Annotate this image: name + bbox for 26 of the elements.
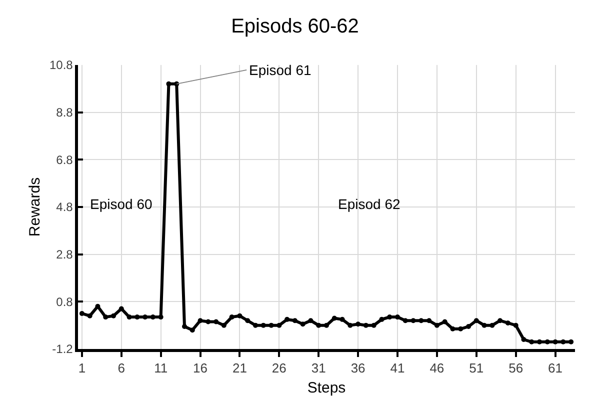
x-tick-label: 31 xyxy=(311,360,326,376)
x-tick-label: 1 xyxy=(78,360,86,376)
x-tick-label: 46 xyxy=(430,360,444,376)
x-tick-label: 41 xyxy=(390,360,405,376)
annotation: Episod 61 xyxy=(249,62,312,78)
y-tick-label: 0.8 xyxy=(56,294,74,309)
x-tick-label: 6 xyxy=(118,360,126,376)
x-tick-label: 26 xyxy=(272,360,286,376)
annotation: Episod 62 xyxy=(338,196,400,212)
x-tick-label: 61 xyxy=(548,360,563,376)
x-tick-label: 36 xyxy=(350,360,366,376)
chart-title: Episods 60-62 xyxy=(231,16,359,38)
y-tick-label: 4.8 xyxy=(56,200,74,214)
x-axis-title: Steps xyxy=(307,379,346,396)
x-tick-label: 51 xyxy=(469,360,484,376)
y-tick-label: 8.8 xyxy=(56,106,74,120)
x-tick-label: 56 xyxy=(508,360,524,376)
x-tick-label: 11 xyxy=(154,360,168,376)
x-tick-label: 16 xyxy=(193,360,208,376)
y-tick-label: -1.2 xyxy=(52,342,74,356)
y-axis-title: Rewards xyxy=(26,177,44,237)
y-tick-label: 2.8 xyxy=(56,248,74,262)
annotation: Episod 60 xyxy=(90,196,152,212)
x-tick-label: 21 xyxy=(232,360,247,376)
y-tick-label: 6.8 xyxy=(56,152,74,167)
y-tick-label: 10.8 xyxy=(49,58,74,72)
